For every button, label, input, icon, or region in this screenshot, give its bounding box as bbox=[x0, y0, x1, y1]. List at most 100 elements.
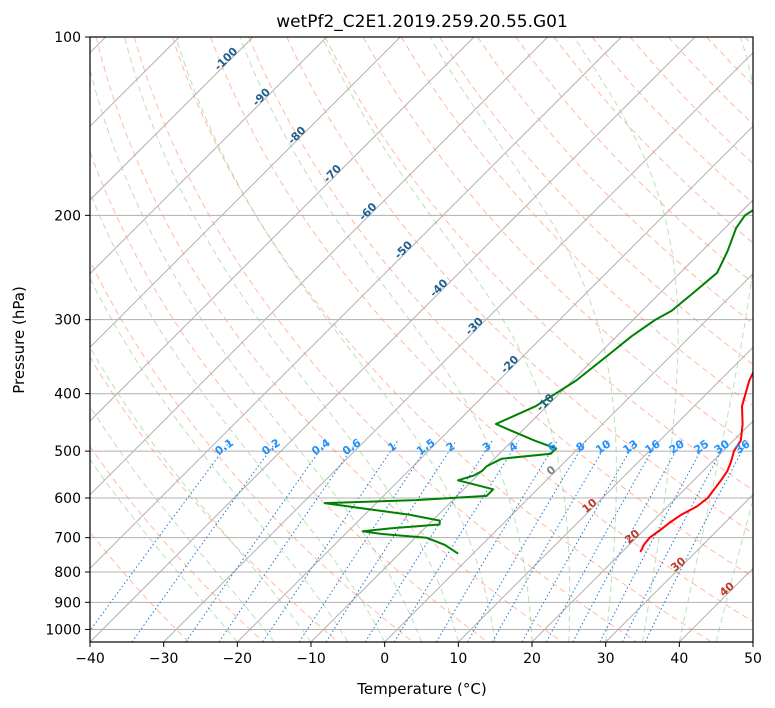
mixing-ratio-line bbox=[521, 440, 637, 642]
mixing-ratio-line bbox=[185, 440, 328, 642]
dry-adiabat-line bbox=[90, 356, 339, 642]
y-tick-label: 100 bbox=[54, 30, 81, 46]
data-series bbox=[323, 208, 753, 555]
y-tick-label: 800 bbox=[54, 565, 81, 581]
mixing-ratio-label: 0.1 bbox=[213, 436, 236, 458]
x-tick-label: 20 bbox=[523, 651, 541, 667]
moist-adiabat-line bbox=[429, 37, 617, 642]
mixing-ratio-label: 25 bbox=[691, 437, 711, 456]
profile-line bbox=[639, 370, 753, 553]
dry-adiabat-line bbox=[286, 37, 753, 534]
y-tick-label: 600 bbox=[54, 491, 81, 507]
y-tick-label: 200 bbox=[54, 208, 81, 224]
mixing-ratio-line bbox=[621, 440, 728, 642]
isotherm-line bbox=[531, 420, 753, 642]
profile-line bbox=[323, 208, 753, 555]
mixing-ratio-line bbox=[325, 440, 457, 642]
y-tick-label: 700 bbox=[54, 531, 81, 547]
dry-adiabat-label: -30 bbox=[463, 314, 486, 337]
mixing-ratio-line bbox=[90, 440, 231, 632]
dry-adiabat-label: -90 bbox=[250, 85, 273, 108]
mixing-ratio-line bbox=[644, 440, 748, 642]
x-tick-label: −30 bbox=[149, 651, 179, 667]
mixing-ratio-label: 30 bbox=[712, 437, 732, 457]
moist-adiabat-line bbox=[90, 190, 386, 642]
isotherm-line bbox=[752, 641, 753, 642]
mixing-ratio-line bbox=[262, 440, 399, 642]
mixing-ratio-line bbox=[218, 440, 358, 642]
mixing-ratio-line bbox=[599, 440, 707, 642]
x-tick-label: 50 bbox=[744, 651, 762, 667]
isotherm-line bbox=[236, 125, 753, 642]
moist-adiabat-label: 20 bbox=[622, 527, 642, 547]
mixing-ratio-line bbox=[467, 440, 587, 642]
dry-adiabat-label: -100 bbox=[212, 44, 241, 73]
chart-title: wetPf2_C2E1.2019.259.20.55.G01 bbox=[276, 12, 568, 32]
dry-adiabat-line bbox=[706, 37, 753, 86]
y-tick-label: 1000 bbox=[45, 622, 81, 638]
x-tick-label: 40 bbox=[670, 651, 688, 667]
dry-adiabat-line bbox=[744, 37, 753, 47]
moist-adiabat-line bbox=[321, 37, 571, 642]
mixing-ratio-label: 2 bbox=[444, 440, 458, 455]
isotherm-line bbox=[457, 346, 753, 642]
isotherm-line bbox=[384, 272, 753, 642]
mixing-ratio-label: 0.6 bbox=[340, 436, 364, 458]
y-tick-label: 300 bbox=[54, 313, 81, 329]
mixing-ratio-line bbox=[131, 440, 278, 642]
axes: −40 −30 −20 −10 0 10 20 30 40 5010020030040050060… bbox=[45, 30, 762, 667]
mixing-ratio-label: 36 bbox=[733, 437, 753, 457]
dry-adiabat-line bbox=[90, 150, 488, 642]
moist-adiabat-line bbox=[239, 37, 533, 642]
isotherm-line bbox=[90, 37, 254, 201]
moist-adiabat-label: 30 bbox=[668, 554, 688, 574]
moist-adiabat-line bbox=[90, 458, 238, 642]
dry-adiabat-label: -60 bbox=[356, 200, 379, 223]
x-tick-label: 10 bbox=[449, 651, 467, 667]
mixing-ratio-label: 0.4 bbox=[309, 436, 333, 458]
dry-adiabat-line bbox=[553, 37, 753, 244]
mixing-ratio-label: 4 bbox=[506, 439, 520, 454]
mixing-ratio-line bbox=[393, 440, 520, 642]
mixing-ratio-line bbox=[572, 440, 683, 642]
moist-adiabat-line bbox=[573, 37, 679, 642]
mixing-ratio-line bbox=[364, 440, 493, 642]
y-axis-label: Pressure (hPa) bbox=[10, 286, 28, 394]
moist-adiabat-line bbox=[175, 37, 496, 642]
isotherm-line bbox=[605, 493, 753, 642]
moist-adiabat-line bbox=[715, 498, 753, 642]
x-axis-label: Temperature (°C) bbox=[356, 680, 486, 698]
y-tick-label: 500 bbox=[54, 444, 81, 460]
moist-adiabat-line bbox=[678, 37, 753, 642]
dry-adiabat-line bbox=[90, 445, 264, 642]
x-tick-label: −10 bbox=[296, 651, 326, 667]
isotherm-line bbox=[90, 37, 328, 275]
isotherm-line bbox=[90, 37, 622, 570]
dry-adiabat-line bbox=[95, 37, 563, 642]
moist-adiabat-label: 10 bbox=[580, 496, 600, 516]
background-lines bbox=[90, 37, 753, 642]
dry-adiabat-line bbox=[324, 37, 753, 491]
mixing-ratio-label: 0.2 bbox=[259, 436, 282, 458]
mixing-ratio-line bbox=[545, 440, 659, 642]
dry-adiabat-line bbox=[668, 37, 753, 125]
dry-adiabat-line bbox=[438, 37, 753, 366]
dry-adiabat-label: -40 bbox=[427, 276, 450, 299]
x-tick-label: −40 bbox=[75, 651, 105, 667]
plot-frame bbox=[89, 36, 754, 643]
dry-adiabat-line bbox=[477, 37, 753, 325]
dry-adiabat-line bbox=[210, 37, 753, 623]
mixing-ratio-line bbox=[298, 440, 432, 642]
x-tick-label: 30 bbox=[597, 651, 615, 667]
mixing-ratio-label: 6 bbox=[545, 439, 559, 454]
isotherm-line bbox=[163, 51, 753, 642]
isotherm-line bbox=[90, 37, 696, 642]
moist-adiabat-line bbox=[90, 67, 422, 642]
dry-adiabat-line bbox=[90, 531, 190, 642]
dry-adiabat-line bbox=[133, 37, 638, 642]
x-tick-label: 0 bbox=[380, 651, 389, 667]
dry-adiabat-line bbox=[591, 37, 753, 204]
isotherm-line bbox=[90, 37, 475, 422]
dry-adiabat-label: -20 bbox=[498, 353, 521, 376]
